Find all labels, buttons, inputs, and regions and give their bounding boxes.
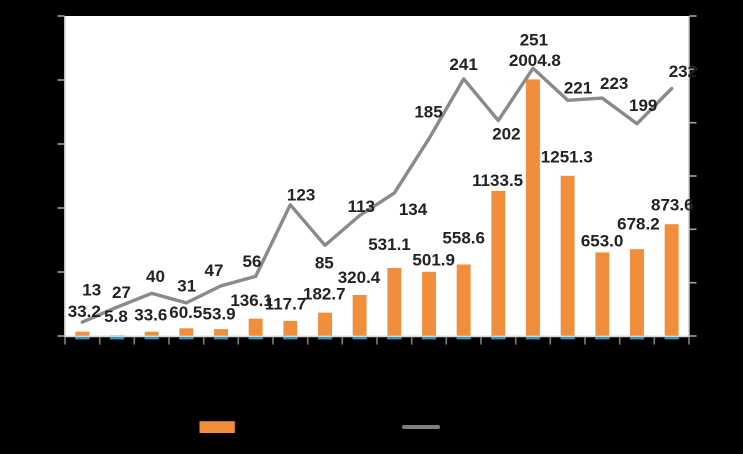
svg-text:123: 123 (287, 186, 315, 205)
svg-text:134: 134 (399, 200, 428, 219)
svg-text:251: 251 (520, 31, 548, 50)
svg-text:185: 185 (414, 103, 442, 122)
svg-text:182.7: 182.7 (303, 285, 346, 304)
svg-text:5.8: 5.8 (104, 307, 128, 326)
svg-text:31: 31 (177, 277, 196, 296)
svg-text:60.5: 60.5 (169, 303, 202, 322)
svg-text:320.4: 320.4 (338, 268, 381, 287)
svg-text:56: 56 (243, 252, 262, 271)
svg-text:47: 47 (205, 261, 224, 280)
svg-text:13: 13 (82, 280, 101, 299)
svg-text:202: 202 (492, 125, 520, 144)
svg-text:873.6: 873.6 (651, 195, 694, 214)
svg-text:558.6: 558.6 (442, 228, 485, 247)
svg-text:33.2: 33.2 (68, 302, 101, 321)
svg-text:501.9: 501.9 (412, 250, 455, 269)
svg-text:85: 85 (315, 253, 334, 272)
svg-text:678.2: 678.2 (617, 215, 660, 234)
svg-text:221: 221 (564, 78, 592, 97)
svg-text:117.7: 117.7 (265, 294, 307, 313)
svg-text:1133.5: 1133.5 (472, 171, 523, 190)
svg-text:53.9: 53.9 (203, 304, 236, 323)
svg-text:136.1: 136.1 (230, 291, 273, 310)
svg-text:113: 113 (348, 197, 375, 216)
svg-text:2004.8: 2004.8 (509, 51, 561, 70)
svg-text:653.0: 653.0 (581, 232, 624, 251)
svg-text:199: 199 (629, 96, 657, 115)
svg-text:40: 40 (146, 267, 165, 286)
svg-text:1251.3: 1251.3 (541, 147, 593, 166)
svg-text:241: 241 (449, 55, 477, 74)
svg-text:33.6: 33.6 (134, 306, 167, 325)
svg-text:232: 232 (669, 62, 697, 81)
svg-text:223: 223 (600, 74, 628, 93)
svg-text:27: 27 (112, 283, 131, 302)
svg-text:531.1: 531.1 (368, 235, 411, 254)
